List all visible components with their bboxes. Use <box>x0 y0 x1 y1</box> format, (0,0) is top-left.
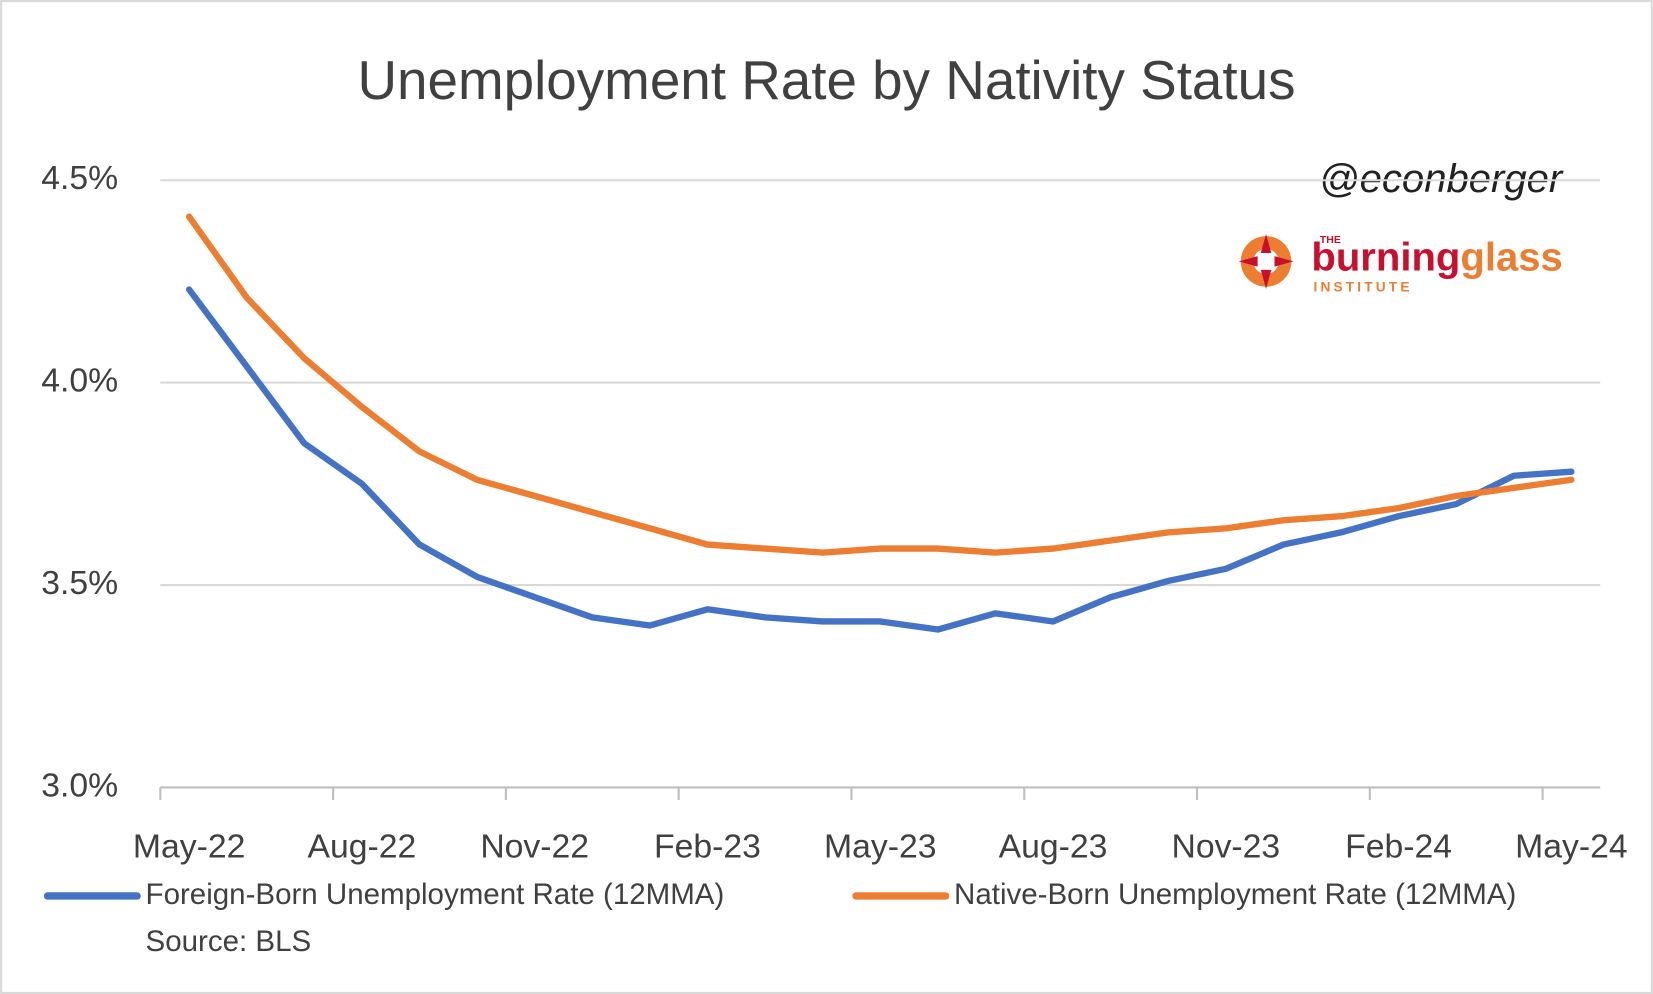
logo-name-b: glass <box>1460 235 1562 279</box>
logo-name: burningglass <box>1311 235 1562 279</box>
handle: @econberger <box>1319 157 1564 201</box>
series-line <box>185 286 1575 633</box>
logo-icon-ray <box>1260 269 1272 289</box>
chart-title: Unemployment Rate by Nativity Status <box>357 49 1295 111</box>
y-tick-label: 4.5% <box>41 159 118 197</box>
logo: THE burningglass INSTITUTE <box>1238 234 1563 294</box>
x-tick-label: Nov-22 <box>480 827 589 865</box>
source: Source: BLS <box>146 925 312 958</box>
x-tick-label: Aug-23 <box>999 827 1108 865</box>
logo-icon-ray <box>1238 256 1258 267</box>
x-tick-label: Nov-23 <box>1171 827 1280 865</box>
logo-top: THE <box>1320 234 1341 246</box>
logo-bottom: INSTITUTE <box>1313 279 1412 294</box>
legend-label: Native-Born Unemployment Rate (12MMA) <box>954 878 1516 911</box>
legend-label: Foreign-Born Unemployment Rate (12MMA) <box>146 878 725 911</box>
logo-icon-ray <box>1260 234 1272 253</box>
x-tick-label: May-22 <box>133 827 245 865</box>
x-tick-label: Aug-22 <box>308 827 417 865</box>
logo-name-a: burning <box>1311 235 1460 279</box>
x-tick-label: May-23 <box>824 827 936 865</box>
y-tick-label: 3.5% <box>41 564 118 602</box>
logo-icon-ray <box>1274 256 1294 267</box>
logo-icon-center <box>1253 248 1279 275</box>
x-tick-label: Feb-23 <box>654 827 761 865</box>
x-tick-label: May-24 <box>1515 827 1627 865</box>
series-line <box>185 213 1575 556</box>
x-tick-label: Feb-24 <box>1345 827 1452 865</box>
y-tick-label: 3.0% <box>41 766 118 804</box>
y-tick-label: 4.0% <box>41 362 118 400</box>
